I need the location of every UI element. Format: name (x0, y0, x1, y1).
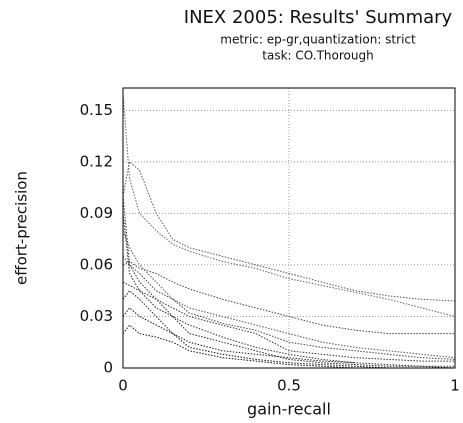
run-line (122, 260, 455, 335)
y-tick-label: 0.15 (80, 101, 113, 119)
x-axis-label: gain-recall (247, 400, 331, 419)
chart-title: INEX 2005: Results' Summary (184, 7, 453, 28)
x-tick-label: 0.5 (277, 377, 301, 395)
y-tick-label: 0.12 (80, 152, 113, 170)
y-tick-label: 0 (103, 359, 113, 377)
run-line (122, 160, 456, 302)
run-line (122, 281, 455, 367)
run-line (122, 255, 456, 360)
run-line (122, 196, 455, 362)
run-line (122, 307, 455, 369)
y-tick-label: 0.03 (80, 307, 113, 325)
y-tick-label: 0.06 (80, 255, 113, 273)
y-axis-label: effort-precision (13, 171, 31, 285)
plot-frame (122, 87, 456, 369)
run-line (122, 93, 456, 317)
y-tick-label: 0.09 (80, 204, 113, 222)
run-line (122, 230, 456, 359)
run-line (122, 213, 456, 369)
chart-subtitle: metric: ep-gr,quantization: strict (220, 33, 416, 47)
x-tick-label: 0 (118, 377, 128, 395)
x-tick-label: 1 (450, 377, 460, 395)
chart-subtitle: task: CO.Thorough (262, 49, 373, 63)
run-line (122, 289, 356, 364)
